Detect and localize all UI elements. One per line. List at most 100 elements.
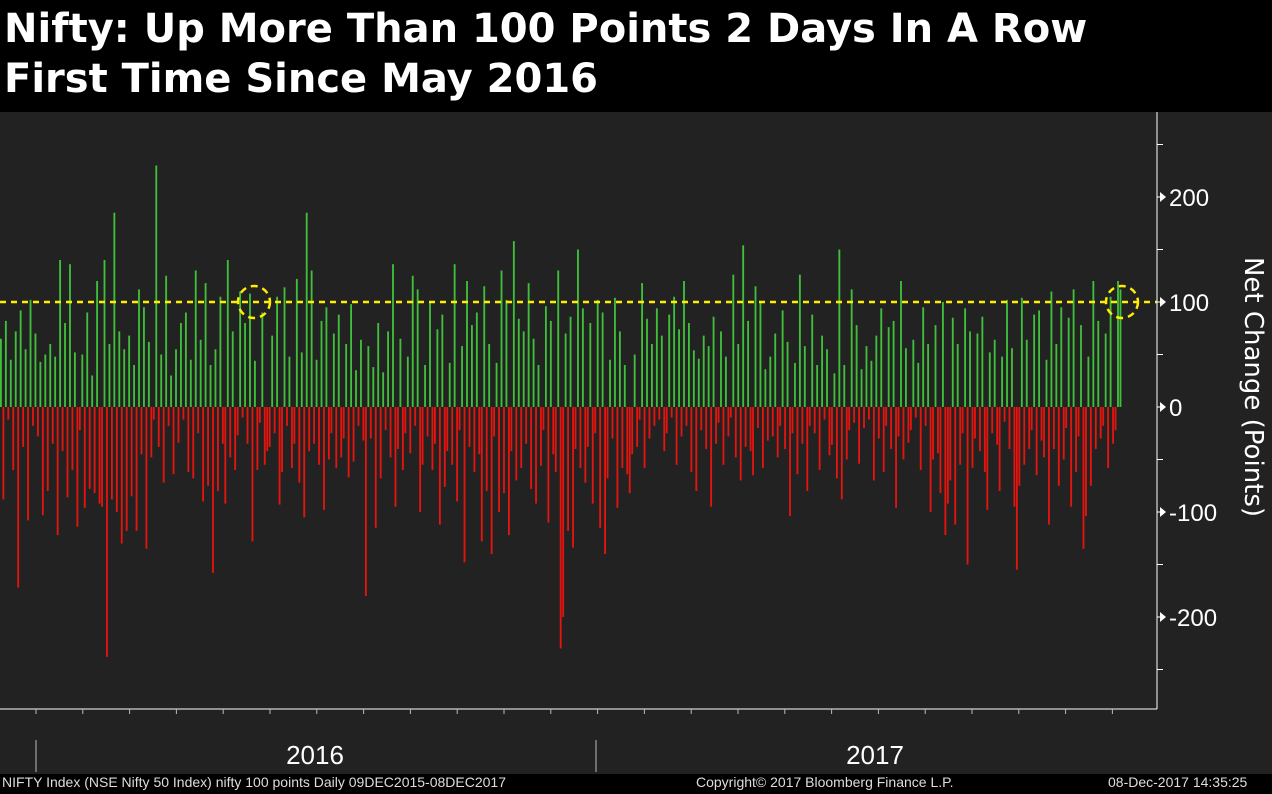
chart-title: Nifty: Up More Than 100 Points 2 Days In… [0,4,1272,104]
bar-negative [236,407,239,436]
bar-negative [801,407,804,444]
bar-negative [705,407,708,449]
bar-positive [668,314,671,407]
bar-negative [858,407,860,464]
bar-positive [345,344,348,407]
bar-negative [882,407,885,473]
bar-negative [446,407,449,452]
bar-negative [626,407,629,475]
bar-positive [91,375,94,407]
bar-positive [720,331,722,407]
bar-negative [540,407,542,466]
bar-negative [266,407,269,452]
bar-positive [821,335,824,407]
bar-positive [816,365,819,407]
bar-negative [1094,407,1097,449]
bar-negative [1070,407,1073,507]
bar-negative [567,407,570,531]
bar-negative [868,407,870,420]
bar-positive [517,318,520,407]
bar-positive [128,335,131,407]
bar-negative [66,407,69,498]
bar-negative [130,407,133,497]
bar-positive [707,346,710,407]
bar-positive [660,335,663,407]
bar-negative [599,407,602,528]
bar-positive [1067,317,1070,407]
bar-negative [409,407,412,454]
bar-negative [663,407,666,452]
bar-positive [833,373,836,407]
bar-negative [414,407,417,426]
bar-negative [848,407,851,431]
bar-positive [219,296,222,407]
bar-negative [983,407,986,473]
bar-negative [559,407,562,649]
bar-negative [22,407,25,447]
bar-negative [966,407,969,565]
bar-negative [303,407,306,518]
bar-negative [32,407,34,426]
bar-negative [56,407,59,536]
bar-positive [310,270,313,407]
bar-negative [1008,407,1011,449]
bar-negative [503,407,505,494]
bar-negative [739,407,742,481]
bar-positive [512,241,515,407]
bar-positive [596,299,599,407]
bar-negative [224,407,227,504]
bar-positive [34,333,37,407]
bar-positive [475,312,478,407]
bar-negative [919,407,922,470]
bar-positive [1109,296,1112,407]
highlight-circles [236,284,1140,320]
bar-negative [591,407,594,504]
bar-positive [436,329,439,407]
bar-negative [17,407,20,588]
bar-positive [641,283,643,407]
bar-negative [404,407,407,434]
bar-negative [670,407,673,418]
bar-positive [688,323,690,407]
bar-negative [949,407,952,481]
bar-negative [88,407,91,489]
bar-positive [692,350,695,407]
bar-positive [377,323,380,407]
bar-positive [305,212,308,407]
bar-positive [441,314,444,407]
bar-negative [342,407,345,439]
bar-negative [665,407,668,434]
bar-negative [831,407,833,445]
bar-negative [327,407,330,460]
bar-positive [655,308,658,407]
bar-positive [261,312,264,407]
bar-negative [685,407,688,426]
bar-negative [1003,407,1006,422]
bar-positive [59,260,62,407]
bar-positive [118,331,121,407]
bar-negative [638,407,641,420]
bar-negative [1057,407,1060,486]
bar-negative [451,407,454,465]
bar-negative [51,407,54,444]
bar-positive [875,335,878,407]
bar-positive [732,274,735,407]
bar-negative [340,407,343,458]
bar-negative [2,407,5,500]
bar-negative [335,407,338,468]
footer-copyright: Copyright© 2017 Bloomberg Finance L.P. [696,774,954,790]
bar-positive [557,270,560,407]
bar-negative [510,407,513,452]
bar-positive [747,320,750,407]
bar-negative [932,407,934,460]
bar-positive [44,354,47,407]
bar-negative [784,407,787,449]
bar-positive [646,318,648,407]
bar-negative [818,407,821,470]
bar-positive [969,331,971,407]
bar-negative [616,407,619,508]
bar-positive [870,360,873,407]
bar-negative [78,407,81,431]
bar-negative [379,407,382,479]
bar-negative [572,407,574,548]
